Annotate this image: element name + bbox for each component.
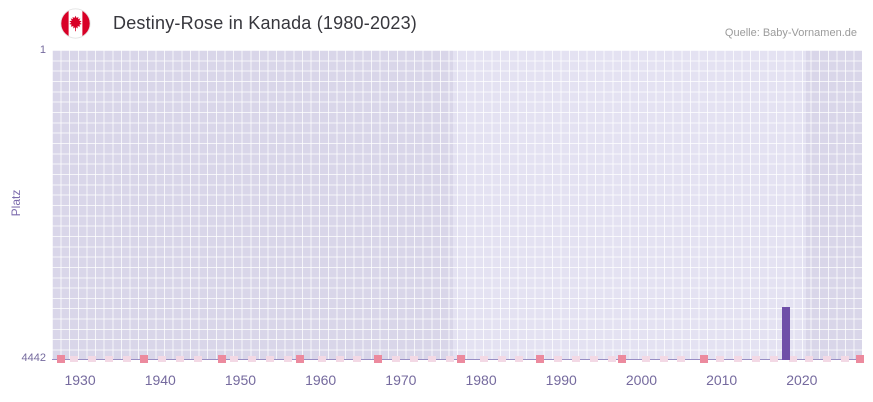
y-axis-tick-bottom: 4442 xyxy=(21,352,46,364)
bottom-marker-light xyxy=(158,356,167,362)
bottom-marker-light xyxy=(641,356,650,362)
bottom-marker-light xyxy=(427,356,436,362)
bottom-marker-light xyxy=(283,356,292,362)
bottom-marker-light xyxy=(659,356,668,362)
x-tick-label: 1960 xyxy=(305,372,337,388)
bottom-marker-light xyxy=(677,356,686,362)
bottom-marker-light xyxy=(751,356,760,362)
bottom-marker-light xyxy=(265,356,274,362)
bottom-marker-light xyxy=(607,356,616,362)
x-tick-label: 1930 xyxy=(64,372,96,388)
x-tick-label: 1990 xyxy=(545,372,577,388)
bottom-marker-strong xyxy=(700,355,709,363)
bottom-marker-light xyxy=(445,356,454,362)
bottom-marker-light xyxy=(230,356,239,362)
x-tick-label: 1970 xyxy=(385,372,417,388)
bottom-marker-light xyxy=(479,356,488,362)
plot-area[interactable] xyxy=(52,50,864,363)
bottom-marker-light xyxy=(105,356,114,362)
bottom-marker-light xyxy=(69,356,78,362)
bottom-marker-strong xyxy=(218,355,227,363)
bottom-marker-light xyxy=(317,356,326,362)
bottom-marker-light xyxy=(87,356,96,362)
canada-flag-icon xyxy=(60,8,91,39)
bottom-marker-light xyxy=(789,356,798,362)
bottom-marker-strong xyxy=(536,355,545,363)
x-tick-label: 1980 xyxy=(465,372,497,388)
x-tick-label: 2010 xyxy=(706,372,738,388)
bottom-marker-strong xyxy=(56,355,65,363)
x-tick-label: 1940 xyxy=(144,372,176,388)
bottom-marker-light xyxy=(175,356,184,362)
y-axis-label: Platz xyxy=(9,189,23,217)
bottom-marker-light xyxy=(572,356,581,362)
bottom-marker-light xyxy=(589,356,598,362)
bottom-markers xyxy=(52,50,864,363)
bottom-marker-light xyxy=(392,356,401,362)
bottom-marker-light xyxy=(248,356,257,362)
bottom-marker-light xyxy=(554,356,563,362)
x-tick-label: 2000 xyxy=(625,372,658,388)
y-axis-tick-top: 1 xyxy=(39,44,46,56)
bottom-marker-light xyxy=(497,356,506,362)
chart-title: Destiny-Rose in Kanada (1980-2023) xyxy=(113,13,417,33)
bottom-marker-light xyxy=(716,356,725,362)
bottom-marker-light xyxy=(840,356,849,362)
grid-overlay xyxy=(52,50,862,360)
bottom-marker-light xyxy=(805,356,814,362)
x-tick-label: 1950 xyxy=(224,372,257,388)
bottom-marker-strong xyxy=(374,355,383,363)
bottom-marker-strong xyxy=(618,355,627,363)
bottom-marker-light xyxy=(353,356,362,362)
source-attribution: Quelle: Baby-Vornamen.de xyxy=(724,27,857,39)
x-axis: 1930 1940 1950 1960 1970 1980 1990 2000 2010 2020 xyxy=(52,372,862,394)
x-tick-label: 2020 xyxy=(786,372,818,388)
rank-bar xyxy=(781,306,790,360)
bottom-marker-light xyxy=(193,356,202,362)
bottom-marker-strong xyxy=(295,355,304,363)
bottom-marker-strong xyxy=(140,355,149,363)
bottom-marker-strong xyxy=(457,355,466,363)
bottom-marker-light xyxy=(123,356,132,362)
bottom-marker-light xyxy=(823,356,832,362)
bottom-marker-light xyxy=(769,356,778,362)
bottom-marker-light xyxy=(515,356,524,362)
bottom-marker-light xyxy=(410,356,419,362)
bottom-marker-light xyxy=(335,356,344,362)
bottom-marker-strong xyxy=(855,355,864,363)
bottom-marker-light xyxy=(734,356,743,362)
